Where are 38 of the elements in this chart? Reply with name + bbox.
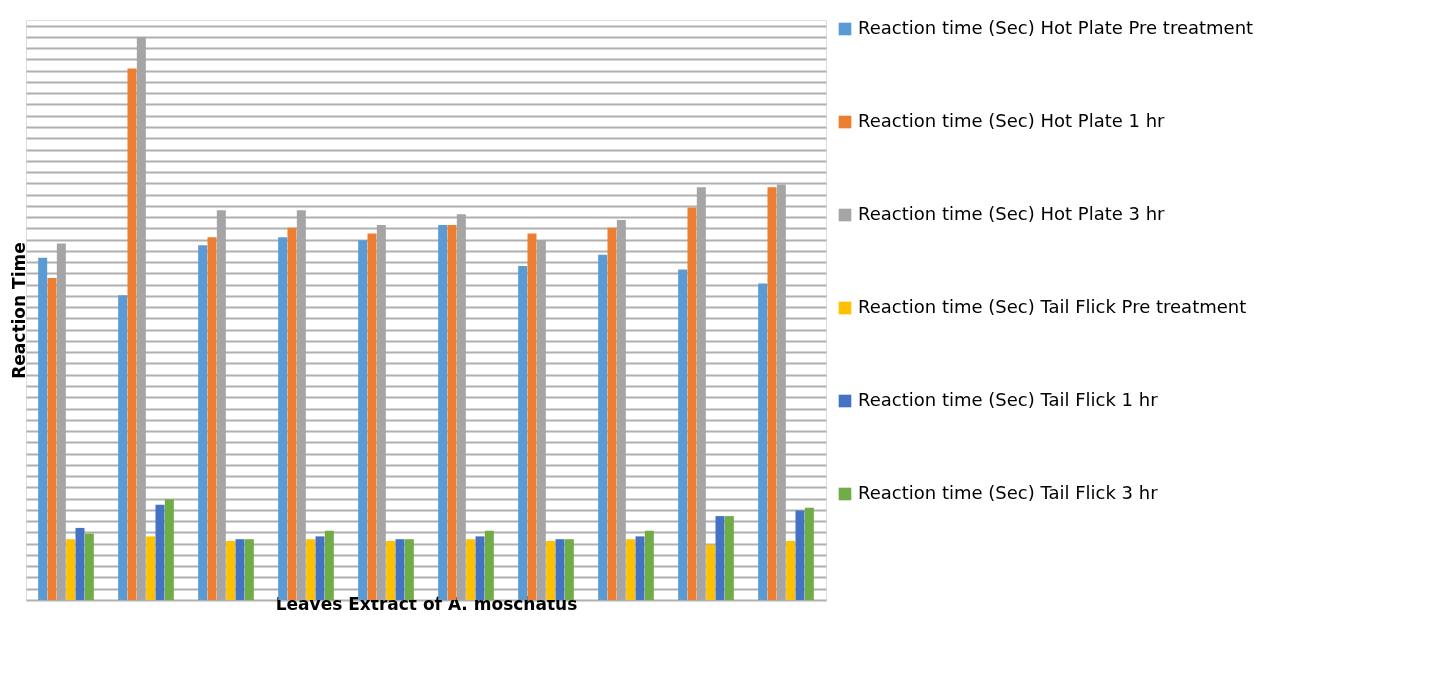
legend-label: Reaction time (Sec) Tail Flick 1 hr [858,389,1159,410]
bar [164,499,174,600]
bar [767,187,777,600]
bar [75,527,85,600]
bar [678,269,688,600]
bar [118,295,128,600]
bar [715,516,725,600]
bar [66,539,76,600]
bar [598,254,608,600]
bar [786,540,796,600]
legend-label: Reaction time (Sec) Tail Flick 3 hr [858,482,1159,503]
bar [38,257,48,600]
bar [804,507,814,600]
legend-label: Reaction time (Sec) Tail Flick Pre treatment [858,296,1247,317]
y-axis-title: Reaction Time [8,242,29,379]
bar [47,277,57,600]
bar [758,283,768,600]
bar [84,533,94,600]
bar [687,207,697,600]
bar [198,245,208,600]
bar [724,516,734,600]
bar [146,536,156,600]
bar [644,530,654,600]
bar [226,540,236,600]
legend-label: Reaction time (Sec) Hot Plate Pre treatment [858,17,1254,38]
bar [635,536,645,600]
legend-label: Reaction time (Sec) Hot Plate 3 hr [858,203,1166,224]
bar [244,539,254,600]
legend-label: Reaction time (Sec) Hot Plate 1 hr [858,110,1166,131]
bar [706,544,716,600]
bar [155,504,165,600]
bar [626,539,636,600]
bar [235,539,245,600]
bar [207,237,217,600]
bar [607,227,617,600]
bar [795,510,805,600]
bar [127,68,137,600]
bar [466,539,476,600]
